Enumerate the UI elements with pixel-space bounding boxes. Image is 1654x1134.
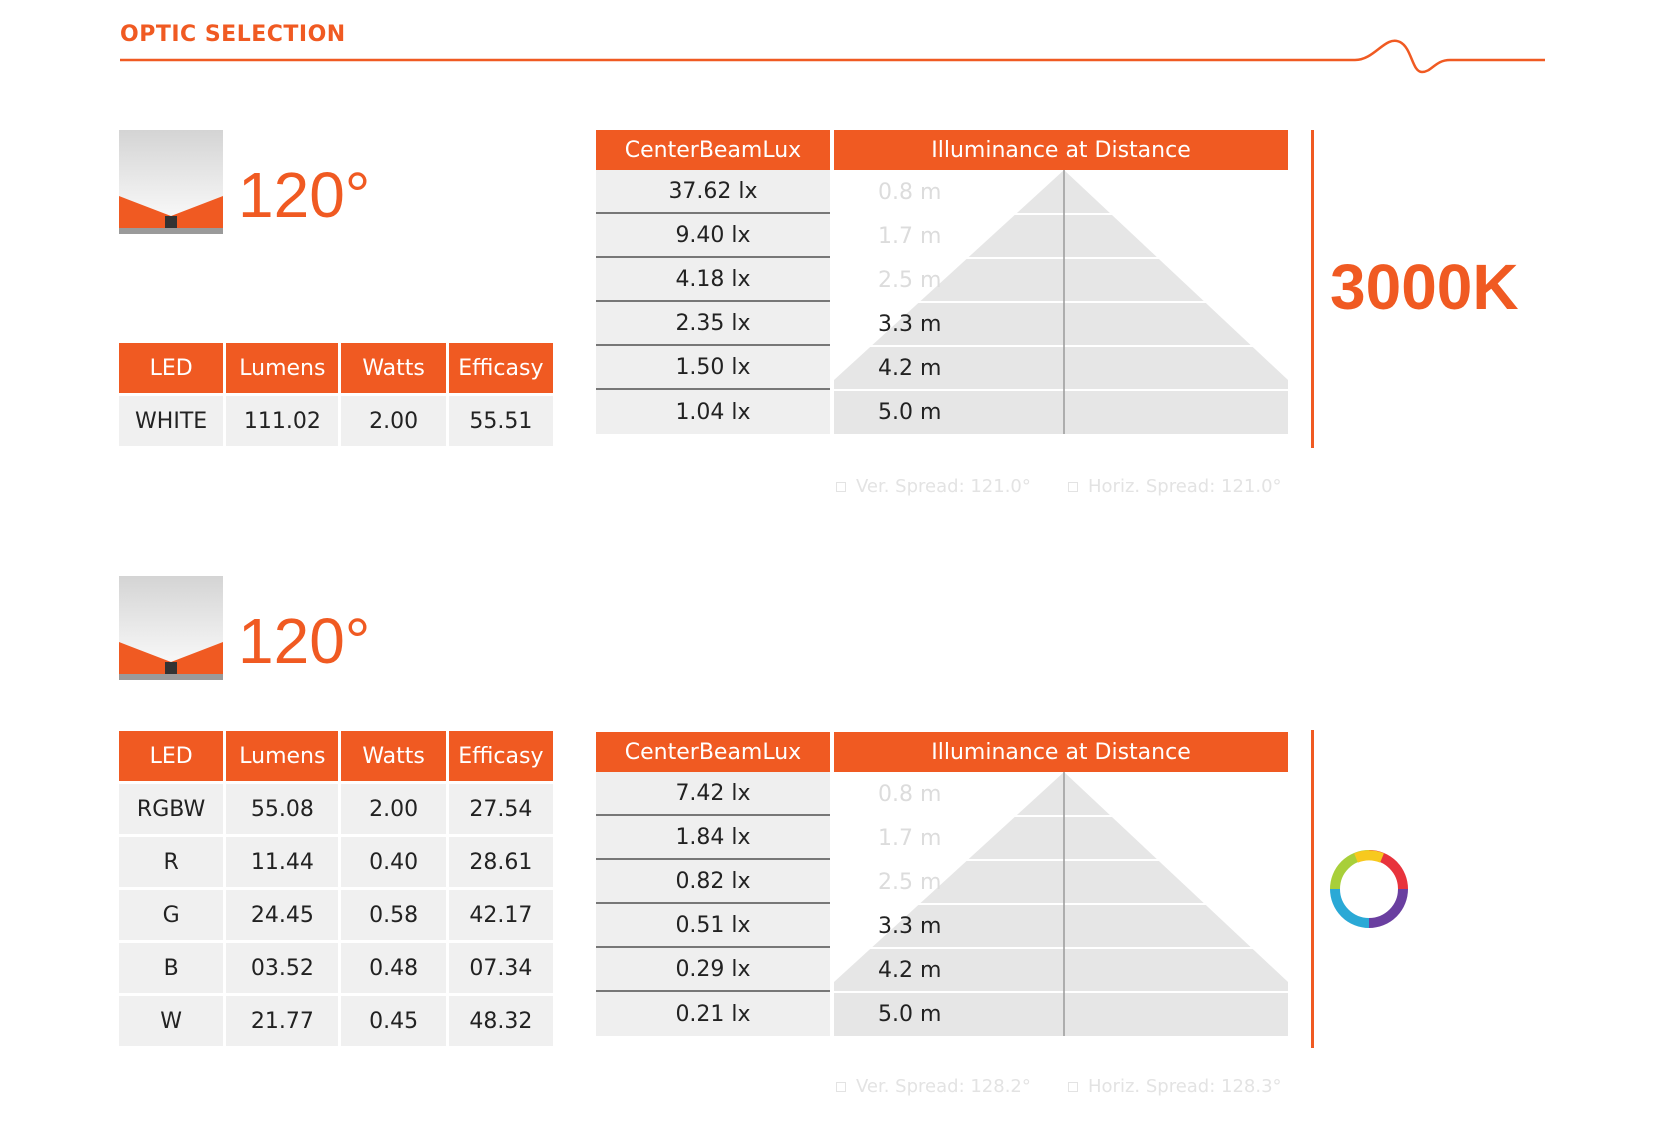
col-header-lumens: Lumens xyxy=(226,731,339,781)
illuminance-table: CenterBeamLux Illuminance at Distance 37… xyxy=(596,130,1288,450)
color-temperature-label: 3000K xyxy=(1330,251,1519,323)
vertical-spread-legend: Ver. Spread: 121.0° xyxy=(836,476,1031,497)
cell-led: WHITE xyxy=(119,396,224,446)
legend-marker-icon xyxy=(836,481,846,492)
led-spec-table: LED Lumens Watts Efficasy RGBW 55.08 2.0… xyxy=(116,728,556,1049)
col-header-led: LED xyxy=(119,731,224,781)
beam-cone-graphic xyxy=(834,170,1288,434)
cell-led: RGBW xyxy=(119,784,224,834)
header-wave-line xyxy=(120,39,1545,74)
distance-value: 4.2 m xyxy=(878,957,942,983)
lux-value: 4.18 lx xyxy=(596,258,830,302)
col-header-watts: Watts xyxy=(341,731,446,781)
col-header-watts: Watts xyxy=(341,343,446,393)
section-title: OPTIC SELECTION xyxy=(120,22,346,47)
vertical-spread-text: Ver. Spread: 128.2° xyxy=(856,1076,1031,1097)
cell-efficasy: 07.34 xyxy=(448,943,553,993)
table-row: W 21.77 0.45 48.32 xyxy=(119,996,553,1046)
distance-value: 2.5 m xyxy=(878,267,942,293)
horizontal-spread-legend: Horiz. Spread: 128.3° xyxy=(1068,1076,1282,1097)
beam-cone-graphic xyxy=(834,772,1288,1036)
spec-header-row: LED Lumens Watts Efficasy xyxy=(119,731,553,781)
col-header-centerbeamlux: CenterBeamLux xyxy=(596,732,830,772)
cell-led: B xyxy=(119,943,224,993)
cell-lumens: 21.77 xyxy=(226,996,339,1046)
illuminance-table: CenterBeamLux Illuminance at Distance 7.… xyxy=(596,732,1288,1052)
cell-watts: 0.40 xyxy=(341,837,446,887)
lux-value: 0.29 lx xyxy=(596,948,830,992)
legend-marker-icon xyxy=(1068,481,1078,492)
lux-value: 1.04 lx xyxy=(596,390,830,434)
legend-marker-icon xyxy=(836,1081,846,1092)
distance-value: 2.5 m xyxy=(878,869,942,895)
lux-value: 7.42 lx xyxy=(596,772,830,816)
lux-value: 0.21 lx xyxy=(596,992,830,1036)
cell-lumens: 11.44 xyxy=(226,837,339,887)
lux-value: 2.35 lx xyxy=(596,302,830,346)
horizontal-spread-text: Horiz. Spread: 121.0° xyxy=(1088,476,1282,497)
table-row: RGBW 55.08 2.00 27.54 xyxy=(119,784,553,834)
cell-lumens: 03.52 xyxy=(226,943,339,993)
distance-value: 4.2 m xyxy=(878,355,942,381)
cell-efficasy: 48.32 xyxy=(448,996,553,1046)
legend-marker-icon xyxy=(1068,1081,1078,1092)
distance-value: 5.0 m xyxy=(878,399,942,425)
lux-value: 1.50 lx xyxy=(596,346,830,390)
table-row: G 24.45 0.58 42.17 xyxy=(119,890,553,940)
cell-lumens: 111.02 xyxy=(226,396,339,446)
cell-efficasy: 42.17 xyxy=(448,890,553,940)
cell-led: W xyxy=(119,996,224,1046)
cell-efficasy: 27.54 xyxy=(448,784,553,834)
lux-value: 0.82 lx xyxy=(596,860,830,904)
optic-beam-icon xyxy=(119,576,223,680)
lux-value: 1.84 lx xyxy=(596,816,830,860)
distance-value: 1.7 m xyxy=(878,223,942,249)
cell-watts: 0.48 xyxy=(341,943,446,993)
table-row: R 11.44 0.40 28.61 xyxy=(119,837,553,887)
vertical-spread-text: Ver. Spread: 121.0° xyxy=(856,476,1031,497)
lux-value: 0.51 lx xyxy=(596,904,830,948)
col-header-illuminance: Illuminance at Distance xyxy=(834,130,1288,170)
col-header-efficasy: Efficasy xyxy=(448,343,553,393)
cell-watts: 0.45 xyxy=(341,996,446,1046)
distance-value: 5.0 m xyxy=(878,1001,942,1027)
distance-value: 0.8 m xyxy=(878,781,942,807)
optic-beam-icon xyxy=(119,130,223,234)
vertical-spread-legend: Ver. Spread: 128.2° xyxy=(836,1076,1031,1097)
col-header-lumens: Lumens xyxy=(226,343,339,393)
col-header-illuminance: Illuminance at Distance xyxy=(834,732,1288,772)
lux-value: 9.40 lx xyxy=(596,214,830,258)
distance-value: 0.8 m xyxy=(878,179,942,205)
horizontal-spread-text: Horiz. Spread: 128.3° xyxy=(1088,1076,1282,1097)
spec-header-row: LED Lumens Watts Efficasy xyxy=(119,343,553,393)
divider-bar xyxy=(1311,730,1314,1048)
cell-led: R xyxy=(119,837,224,887)
cell-lumens: 55.08 xyxy=(226,784,339,834)
divider-bar xyxy=(1311,130,1314,448)
col-header-efficasy: Efficasy xyxy=(448,731,553,781)
table-row: WHITE 111.02 2.00 55.51 xyxy=(119,396,553,446)
rgb-color-wheel-icon xyxy=(1330,850,1408,928)
cell-watts: 2.00 xyxy=(341,784,446,834)
cell-efficasy: 28.61 xyxy=(448,837,553,887)
col-header-led: LED xyxy=(119,343,224,393)
cell-lumens: 24.45 xyxy=(226,890,339,940)
cell-watts: 2.00 xyxy=(341,396,446,446)
table-row: B 03.52 0.48 07.34 xyxy=(119,943,553,993)
cell-led: G xyxy=(119,890,224,940)
distance-value: 3.3 m xyxy=(878,913,942,939)
beam-angle-label: 120° xyxy=(238,159,371,231)
led-spec-table: LED Lumens Watts Efficasy WHITE 111.02 2… xyxy=(116,340,556,449)
distance-value: 3.3 m xyxy=(878,311,942,337)
horizontal-spread-legend: Horiz. Spread: 121.0° xyxy=(1068,476,1282,497)
distance-value: 1.7 m xyxy=(878,825,942,851)
cell-watts: 0.58 xyxy=(341,890,446,940)
col-header-centerbeamlux: CenterBeamLux xyxy=(596,130,830,170)
lux-value: 37.62 lx xyxy=(596,170,830,214)
beam-angle-label: 120° xyxy=(238,605,371,677)
cell-efficasy: 55.51 xyxy=(448,396,553,446)
